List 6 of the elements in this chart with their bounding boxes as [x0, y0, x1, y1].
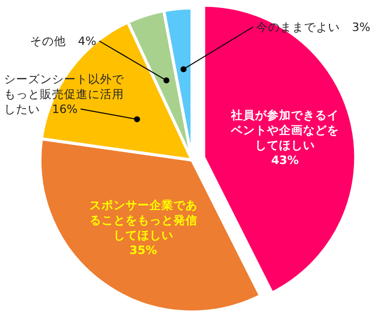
slice-label: その他 4% — [30, 34, 96, 48]
slice-label: 社員が参加できるイベントや企画などをしてほしい — [231, 108, 339, 152]
slice-label: 今のままでよい 3% — [256, 20, 370, 34]
data-label: 43% — [271, 152, 299, 167]
data-label: 35% — [130, 242, 158, 257]
slice-label: スポンサー企業であることをもっと発信してほしい — [89, 198, 198, 242]
